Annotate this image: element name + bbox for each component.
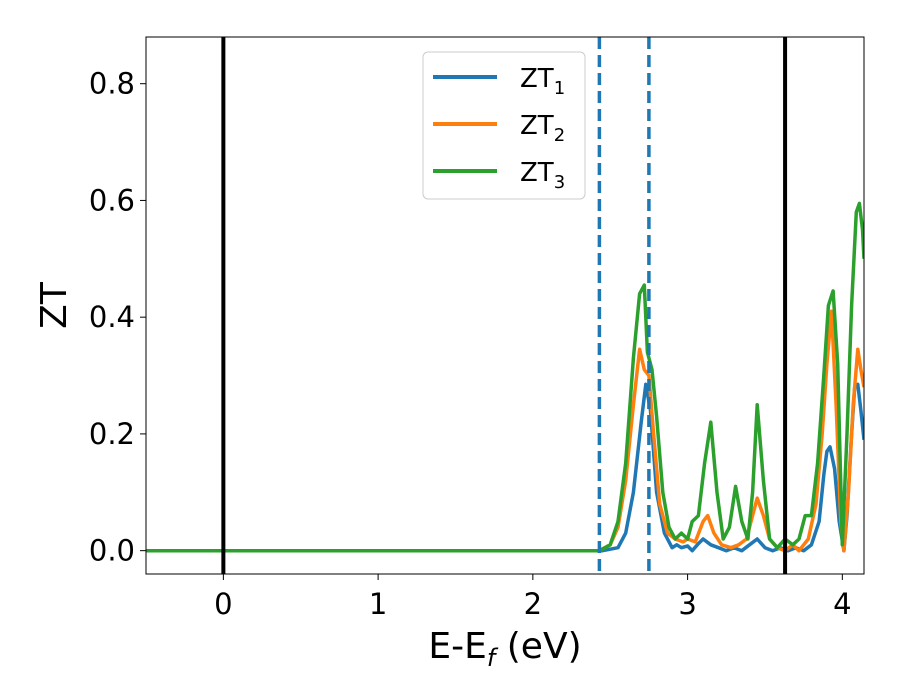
x-axis-label-unit: (eV) — [495, 626, 581, 667]
series-layer — [146, 201, 864, 553]
y-tick-label: 0.0 — [89, 534, 135, 568]
legend-label-zt3: ZT3 — [520, 158, 565, 193]
y-tick-label: 0.4 — [89, 300, 135, 334]
y-tick-label: 0.2 — [89, 417, 135, 451]
ticks-layer: 0 1 2 3 4 0.0 0.2 0.4 0.6 0.8 — [89, 67, 852, 621]
plot-frame — [145, 36, 865, 575]
legend-label-zt1: ZT1 — [520, 64, 565, 99]
x-tick-label: 1 — [369, 587, 387, 621]
y-axis-label: ZT — [34, 281, 75, 329]
x-axis-label-main: E-E — [428, 626, 486, 667]
x-tick-label: 2 — [524, 587, 542, 621]
legend-box — [422, 51, 586, 200]
legend-items: ZT1 ZT2 ZT3 — [433, 64, 565, 193]
x-tick-label: 3 — [678, 587, 696, 621]
y-tick-label: 0.6 — [89, 183, 135, 217]
x-tick-label: 4 — [833, 587, 851, 621]
series-line-zt3 — [146, 201, 864, 553]
y-tick-label: 0.8 — [89, 67, 135, 101]
vlines-layer — [221, 37, 788, 574]
series-line-zt2 — [146, 309, 864, 553]
x-axis-label: E-Ef (eV) — [428, 626, 581, 672]
x-tick-label: 0 — [214, 587, 232, 621]
legend-label-zt2: ZT2 — [520, 111, 565, 146]
legend: ZT1 ZT2 ZT3 — [422, 51, 586, 200]
